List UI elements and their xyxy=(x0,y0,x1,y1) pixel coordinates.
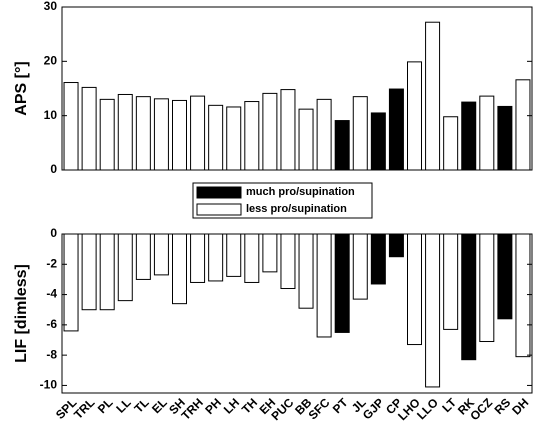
axes-frame xyxy=(61,233,533,394)
bar xyxy=(298,233,314,309)
bar xyxy=(226,106,242,171)
y-tick-label: 20 xyxy=(44,54,58,68)
bar xyxy=(63,82,79,171)
bar xyxy=(117,93,133,171)
bar xyxy=(63,233,79,332)
bar xyxy=(388,233,404,258)
y-tick-label: 30 xyxy=(44,0,58,13)
x-tick-label: PUC xyxy=(269,395,297,423)
bar xyxy=(461,233,477,361)
bar xyxy=(370,233,386,285)
bar xyxy=(135,233,151,280)
bar xyxy=(316,98,332,171)
y-axis-label: APS [°] xyxy=(13,61,30,115)
y-tick-label: -8 xyxy=(46,347,57,361)
bar xyxy=(208,233,224,282)
bar xyxy=(298,108,314,171)
bar xyxy=(479,233,495,343)
y-tick-label: -2 xyxy=(46,256,57,270)
bar xyxy=(334,120,350,171)
bar xyxy=(407,61,422,171)
x-tick-label: OCZ xyxy=(467,395,495,423)
x-tick-label: LLO xyxy=(414,395,441,422)
bar xyxy=(190,95,206,171)
bar xyxy=(515,79,531,171)
x-tick-label: TRH xyxy=(179,395,206,422)
bar xyxy=(153,233,169,276)
bar xyxy=(262,92,278,171)
bar xyxy=(81,86,97,171)
bar xyxy=(81,233,97,311)
bar xyxy=(99,233,115,311)
bar xyxy=(244,101,260,171)
bar xyxy=(479,95,495,171)
bar xyxy=(316,233,332,338)
bar xyxy=(208,104,224,171)
bar xyxy=(443,116,459,171)
bar xyxy=(443,233,459,330)
bar xyxy=(407,233,422,346)
bar xyxy=(172,233,187,305)
axes-frame xyxy=(61,6,533,171)
bar xyxy=(190,233,206,283)
legend-swatch xyxy=(196,186,242,199)
bar xyxy=(497,233,513,320)
bar xyxy=(370,112,386,171)
x-tick-label: DH xyxy=(509,395,531,417)
bar xyxy=(461,101,477,171)
bar xyxy=(334,233,350,333)
bar xyxy=(352,96,368,171)
y-tick-label: 10 xyxy=(44,108,58,122)
y-tick-label: 0 xyxy=(50,226,57,240)
bar xyxy=(262,233,278,273)
bar xyxy=(425,21,441,171)
y-tick-label: -10 xyxy=(40,378,58,392)
bar xyxy=(425,233,441,388)
bar xyxy=(117,233,133,302)
legend-label: less pro/supination xyxy=(246,203,347,215)
bar xyxy=(172,99,187,171)
bar xyxy=(515,233,531,358)
bar xyxy=(388,88,404,171)
y-axis-label: LIF [dimless] xyxy=(13,264,30,363)
bar xyxy=(280,89,296,171)
bar xyxy=(497,105,513,171)
bar xyxy=(153,98,169,171)
y-tick-label: -4 xyxy=(46,287,57,301)
bar xyxy=(135,96,151,171)
y-tick-label: 0 xyxy=(50,162,57,176)
bar xyxy=(99,98,115,171)
legend-swatch xyxy=(196,203,242,216)
x-tick-label: SFC xyxy=(306,395,333,422)
bar xyxy=(280,233,296,290)
bar xyxy=(226,233,242,277)
y-tick-label: -6 xyxy=(46,317,57,331)
bar xyxy=(244,233,260,283)
legend-label: much pro/supination xyxy=(246,186,355,198)
x-tick-label: TRL xyxy=(71,395,97,421)
bar xyxy=(352,233,368,300)
x-tick-label: GJP xyxy=(360,395,387,422)
